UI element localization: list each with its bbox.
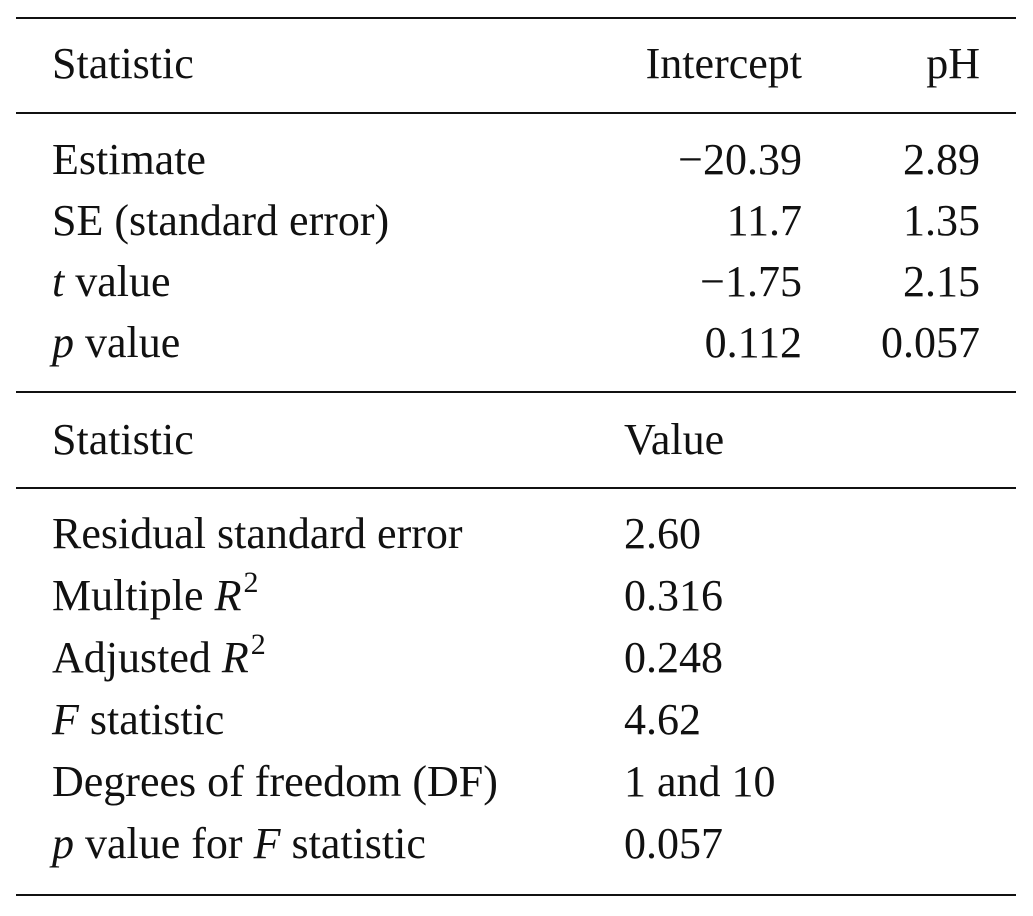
table1-row-label: t value <box>52 260 171 304</box>
label-text: value <box>74 318 181 367</box>
table1-row-ph: 2.89 <box>903 135 980 184</box>
table1-row-label: Estimate <box>52 135 206 184</box>
label-superscript: 2 <box>250 628 266 661</box>
table2-row-value: 2.60 <box>624 509 701 558</box>
label-italic-symbol: R <box>221 633 249 682</box>
table1-row-intercept: −20.39 <box>678 135 802 184</box>
table1-header-statistic: Statistic <box>52 39 194 88</box>
label-text: statistic <box>78 695 225 744</box>
label-italic-symbol: t <box>52 257 65 306</box>
table1-row-label: SE (standard error) <box>52 196 390 245</box>
label-italic-symbol: p <box>52 318 74 367</box>
header-rule-2 <box>16 487 1016 489</box>
table1-header-ph: pH <box>926 39 980 88</box>
table1-row-ph: 0.057 <box>881 318 980 367</box>
table1-row-label: p value <box>52 321 180 365</box>
label-text: value for <box>74 819 254 868</box>
table1-header-intercept: Intercept <box>645 39 802 88</box>
table1-row-intercept: −1.75 <box>700 257 802 306</box>
table1-row-ph: 2.15 <box>903 257 980 306</box>
label-italic-symbol: F <box>52 695 79 744</box>
table2-header-value: Value <box>624 415 725 464</box>
table2-header-statistic: Statistic <box>52 415 194 464</box>
table2-row-label: Degrees of freedom (DF) <box>52 757 498 806</box>
top-rule <box>16 17 1016 19</box>
header-rule-1 <box>16 112 1016 114</box>
table2-row-value: 0.248 <box>624 633 723 682</box>
table1-row-intercept: 0.112 <box>704 318 802 367</box>
table2-row-label: Adjusted R2 <box>52 630 266 682</box>
table2-row-label: p value for F statistic <box>52 822 426 866</box>
table2-row-label: Multiple R2 <box>52 568 258 620</box>
bottom-rule <box>16 894 1016 896</box>
label-italic-symbol: R <box>214 571 242 620</box>
label-italic-symbol: p <box>52 819 74 868</box>
table2-row-value: 0.316 <box>624 571 723 620</box>
table2-row-label: F statistic <box>52 698 224 742</box>
table2-row-value: 0.057 <box>624 819 723 868</box>
table2-row-value: 1 and 10 <box>624 757 776 806</box>
table1-row-ph: 1.35 <box>903 196 980 245</box>
label-italic-symbol: F <box>253 819 281 868</box>
label-superscript: 2 <box>243 566 259 599</box>
table2-row-value: 4.62 <box>624 695 701 744</box>
section-rule <box>16 391 1016 393</box>
table2-row-label: Residual standard error <box>52 509 463 558</box>
table1-row-intercept: 11.7 <box>726 196 802 245</box>
label-text: Adjusted <box>52 633 222 682</box>
label-text: statistic <box>280 819 426 868</box>
label-text: Multiple <box>52 571 215 620</box>
label-text: value <box>64 257 171 306</box>
